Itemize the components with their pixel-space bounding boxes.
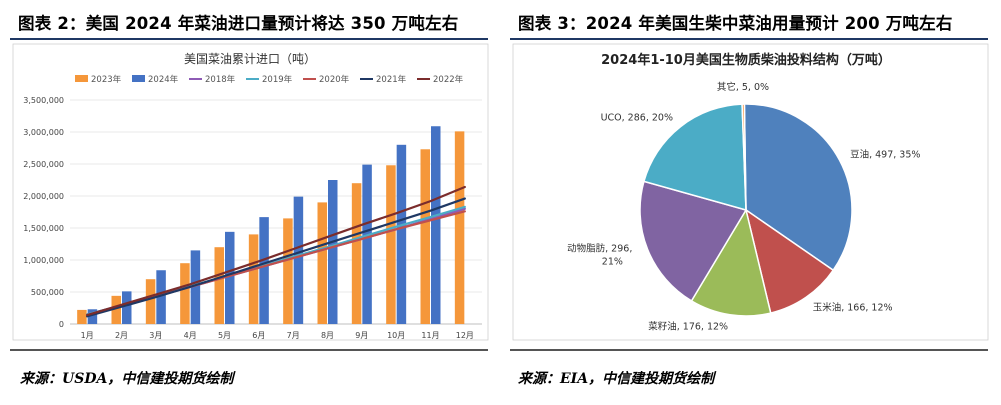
pie-slice-其它 [741, 103, 747, 211]
bar-2023年 [420, 149, 430, 324]
bar-2024年 [225, 231, 235, 324]
chart-title: 美国菜油累计进口（吨） [184, 52, 316, 66]
legend-entry: 2018年 [205, 74, 236, 85]
line-2022年 [86, 185, 466, 317]
bar-2024年 [122, 291, 132, 324]
right-top-rule [510, 38, 988, 40]
bar-2023年 [77, 309, 87, 324]
legend-swatch [75, 75, 88, 82]
right-figure-title: 图表 3：2024 年美国生柴中菜油用量预计 200 万吨左右 [518, 14, 953, 33]
legend-entry: 2020年 [319, 74, 350, 85]
x-tick-label: 9月 [355, 331, 368, 340]
pie-slice-UCO [643, 103, 747, 211]
bar-2024年 [293, 196, 304, 324]
right-bottom-rule [510, 349, 988, 351]
legend-entry: 2021年 [376, 74, 407, 85]
pie-slice-动物脂肪 [639, 180, 748, 302]
bar-2024年 [328, 180, 338, 324]
y-tick-label: 2,500,000 [23, 160, 64, 169]
bar-2024年 [431, 126, 441, 325]
y-tick-label: 0 [59, 320, 64, 329]
pie-label-玉米油: 玉米油, 166, 12% [813, 301, 893, 313]
y-tick-label: 500,000 [31, 288, 64, 297]
bar-2024年 [156, 270, 166, 324]
left-figure-title: 图表 2：美国 2024 年菜油进口量预计将达 350 万吨左右 [18, 14, 459, 33]
legend-entry: 2019年 [262, 74, 293, 85]
x-tick-label: 11月 [421, 331, 439, 340]
y-tick-label: 2,000,000 [23, 192, 64, 201]
pie-label-动物脂肪: 动物脂肪, 296, [567, 243, 632, 255]
right-figure-panel: 图表 3：2024 年美国生柴中菜油用量预计 200 万吨左右 2024年1-1… [500, 0, 1001, 405]
bar-2024年 [396, 144, 407, 324]
x-tick-label: 5月 [218, 331, 231, 340]
x-tick-label: 1月 [81, 331, 94, 340]
bar-2023年 [317, 202, 327, 324]
y-tick-label: 3,000,000 [23, 128, 64, 137]
bar-line-chart: 美国菜油累计进口（吨） 0 500,000 1,000,000 1,500,000 2,0… [12, 43, 489, 341]
y-tick-label: 3,500,000 [23, 96, 64, 105]
pie-label-UCO: UCO, 286, 20% [601, 112, 673, 123]
right-source-note: 来源：EIA，中信建投期货绘制 [518, 371, 715, 387]
x-tick-label: 12月 [456, 331, 474, 340]
line-2021年 [86, 197, 466, 318]
bar-2023年 [454, 131, 465, 324]
x-tick-label: 6月 [252, 331, 265, 340]
legend-entry: 2022年 [433, 74, 464, 85]
x-tick-label: 8月 [321, 331, 334, 340]
left-top-rule [10, 38, 488, 40]
bar-2023年 [111, 295, 121, 324]
pie-label-动物脂肪-pct: 21% [602, 257, 623, 268]
bar-2023年 [248, 234, 259, 324]
bar-2024年 [259, 217, 269, 324]
x-tick-label: 2月 [115, 331, 128, 340]
pie-title: 2024年1-10月美国生物质柴油投料结构（万吨） [601, 52, 891, 68]
left-source-note: 来源：USDA，中信建投期货绘制 [20, 371, 234, 387]
pie-label-其它: 其它, 5, 0% [717, 81, 769, 93]
pie-slice-豆油 [743, 103, 853, 272]
x-tick-label: 7月 [287, 331, 300, 340]
bar-2023年 [145, 279, 156, 324]
chart-frame [512, 43, 989, 341]
legend-swatch [132, 75, 145, 82]
bar-2024年 [190, 250, 201, 324]
y-tick-label: 1,000,000 [23, 256, 64, 265]
pie-slice-玉米油 [744, 208, 835, 314]
bar-2023年 [214, 247, 224, 324]
pie-slice-菜籽油 [690, 208, 772, 317]
x-tick-label: 10月 [387, 331, 405, 340]
chart-frame [12, 43, 489, 341]
bar-2023年 [283, 218, 293, 324]
y-tick-label: 1,500,000 [23, 224, 64, 233]
bar-2023年 [351, 183, 362, 324]
pie-label-菜籽油: 菜籽油, 176, 12% [648, 321, 728, 333]
bar-2024年 [87, 309, 98, 324]
left-bottom-rule [10, 349, 488, 351]
legend-entry: 2023年 [91, 74, 122, 85]
x-tick-label: 3月 [149, 331, 162, 340]
pie-label-豆油: 豆油, 497, 35% [850, 148, 920, 160]
bar-2023年 [386, 165, 396, 324]
bar-2024年 [362, 164, 372, 324]
legend-entry: 2024年 [148, 74, 179, 85]
left-figure-panel: 图表 2：美国 2024 年菜油进口量预计将达 350 万吨左右 美国菜油累计进… [0, 0, 500, 405]
pie-chart: 2024年1-10月美国生物质柴油投料结构（万吨） 豆油, 497, 35% 玉米油… [512, 43, 989, 341]
bar-2023年 [180, 263, 190, 324]
x-tick-label: 4月 [184, 331, 197, 340]
